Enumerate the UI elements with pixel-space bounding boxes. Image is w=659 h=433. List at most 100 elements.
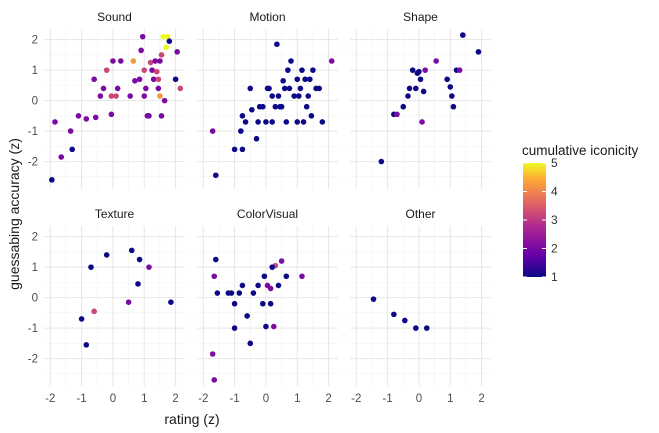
data-point	[238, 128, 244, 134]
x-axis-title: rating (z)	[164, 411, 219, 427]
data-point	[75, 113, 82, 119]
data-point	[231, 300, 238, 307]
data-point	[417, 76, 424, 83]
data-point	[177, 85, 184, 92]
legend-tick-label: 1	[551, 270, 558, 284]
data-point	[168, 299, 174, 305]
x-tick-label: -2	[198, 393, 208, 405]
data-point	[310, 67, 316, 73]
data-point	[149, 67, 155, 73]
data-point	[160, 33, 166, 40]
data-point	[420, 88, 427, 95]
facet-other: Other -2 -1 0 1 2	[350, 207, 491, 405]
data-point	[286, 85, 293, 92]
data-point	[157, 93, 163, 99]
data-point	[278, 258, 285, 264]
y-tick-label: 0	[32, 293, 38, 305]
x-tick-label: 0	[416, 393, 422, 405]
x-tick-label: 1	[141, 393, 147, 405]
data-point	[283, 119, 290, 125]
data-point	[475, 49, 482, 55]
data-point	[88, 264, 94, 270]
facet-title-texture: Texture	[95, 207, 135, 221]
data-point	[130, 58, 137, 64]
data-point	[136, 76, 143, 83]
data-point	[281, 85, 288, 92]
x-tick-label: 0	[110, 393, 116, 405]
data-point	[143, 85, 149, 92]
data-point	[308, 113, 315, 119]
y-axis-title: guessabing accuracy (z)	[6, 138, 22, 290]
data-point	[249, 106, 255, 113]
facet-title-shape: Shape	[403, 10, 438, 24]
data-point	[242, 119, 249, 125]
x-tick-label: 2	[478, 393, 484, 405]
data-point	[163, 44, 169, 51]
data-point	[255, 119, 261, 125]
legend-tick-label: 5	[551, 156, 558, 170]
legend-tick-label: 4	[551, 185, 558, 199]
data-point	[103, 252, 110, 258]
y-tick-label: -1	[28, 323, 38, 335]
data-point	[152, 58, 159, 64]
data-point	[231, 146, 238, 153]
x-tick-label: -1	[76, 393, 86, 405]
x-tick-label: 1	[447, 393, 453, 405]
data-point	[303, 103, 310, 110]
data-point	[294, 119, 301, 125]
data-point	[261, 273, 268, 280]
data-point	[296, 93, 302, 99]
data-point	[250, 290, 257, 296]
data-point	[92, 114, 99, 121]
facet-title-colorvisual: ColorVisual	[237, 207, 298, 221]
data-point	[423, 325, 430, 331]
data-point	[269, 93, 276, 99]
y-tick-label: 0	[32, 96, 38, 108]
data-point	[269, 264, 276, 270]
data-point	[255, 282, 261, 289]
data-point	[49, 177, 55, 183]
facet-sound: Sound -2 -1 0 1 2	[28, 10, 185, 189]
data-point	[161, 97, 168, 104]
data-point	[117, 58, 124, 64]
x-tick-label: 0	[263, 393, 269, 405]
data-point	[239, 146, 246, 153]
x-tick-label: -2	[351, 393, 361, 405]
data-point	[294, 76, 301, 83]
data-point	[147, 59, 154, 66]
data-point	[253, 135, 260, 142]
data-point	[209, 351, 216, 357]
data-point	[405, 93, 411, 99]
data-point	[299, 67, 305, 73]
data-point	[91, 308, 97, 315]
data-point	[328, 58, 335, 64]
x-tick-label: -2	[45, 393, 55, 405]
data-point	[260, 300, 266, 307]
data-point	[135, 281, 141, 287]
y-tick-label: -1	[28, 126, 38, 138]
data-point	[413, 85, 419, 92]
data-point	[291, 93, 297, 99]
legend-colorbar	[523, 163, 546, 277]
data-point	[78, 316, 85, 322]
data-point	[164, 33, 171, 40]
data-point	[274, 41, 280, 48]
y-tick-label: 2	[32, 35, 38, 47]
data-point	[422, 67, 429, 73]
x-tick-label: -1	[229, 393, 239, 405]
data-point	[266, 85, 272, 92]
data-point	[305, 93, 312, 99]
x-tick-label: 2	[172, 393, 178, 405]
data-point	[300, 119, 307, 125]
data-point	[100, 85, 107, 92]
data-point	[141, 67, 148, 73]
data-point	[394, 111, 400, 118]
x-tick-label: 2	[325, 393, 331, 405]
data-point	[209, 128, 216, 134]
y-tick-label: 1	[32, 65, 38, 77]
data-point	[316, 85, 323, 92]
data-point	[213, 256, 219, 263]
data-point	[83, 342, 90, 348]
data-point	[172, 76, 179, 83]
